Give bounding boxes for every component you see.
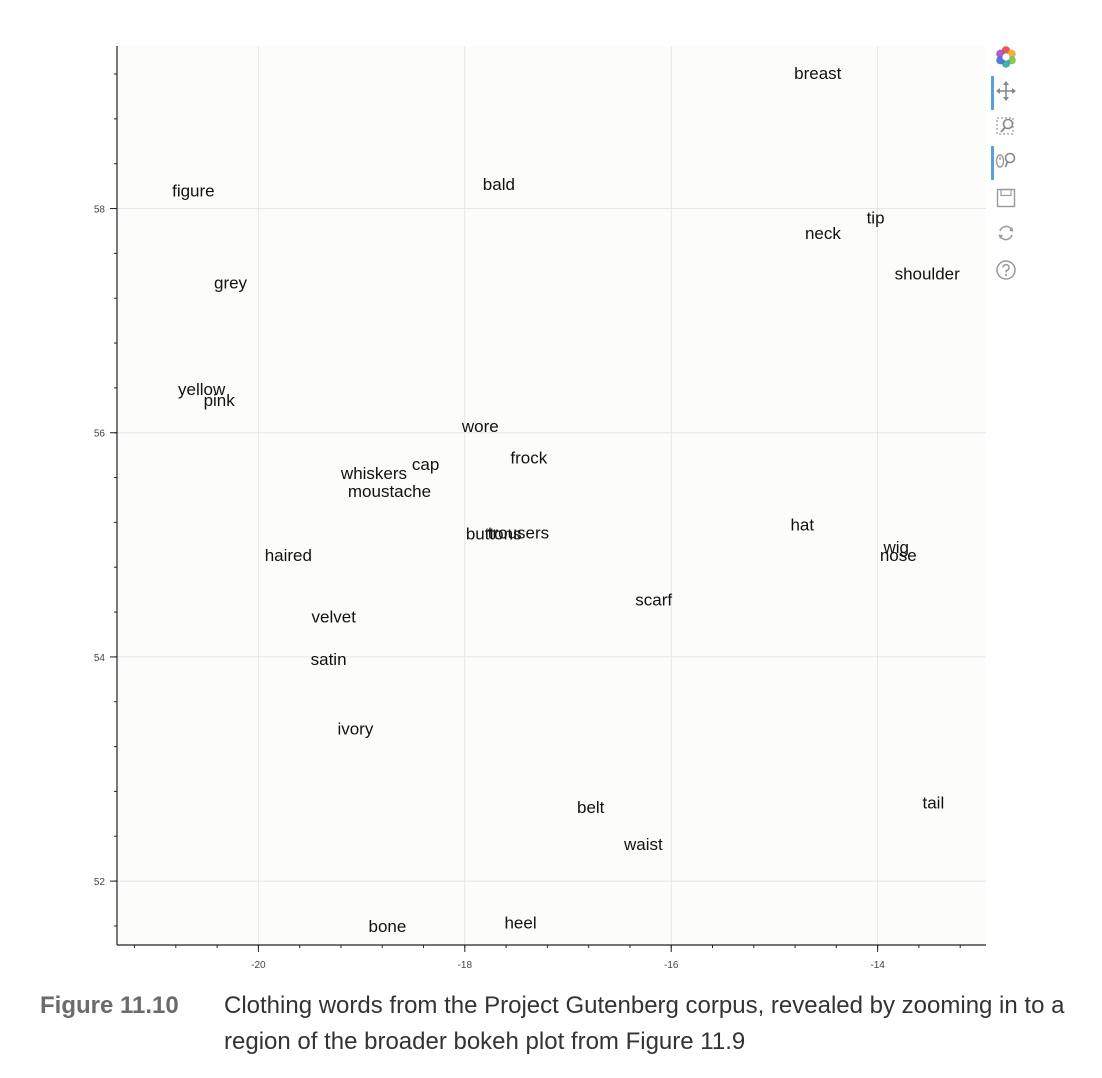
word-label-satin: satin xyxy=(311,650,347,669)
bokeh-toolbar xyxy=(986,40,1026,300)
x-tick-label: -16 xyxy=(664,960,679,971)
save-tool-button[interactable] xyxy=(990,183,1022,213)
x-tick-label: -18 xyxy=(458,960,473,971)
word-label-pink: pink xyxy=(204,391,236,410)
word-label-figure: figure xyxy=(172,182,215,201)
wheel-zoom-icon xyxy=(995,152,1016,168)
word-label-shoulder: shoulder xyxy=(895,265,961,284)
word-label-bone: bone xyxy=(368,917,406,936)
reset-tool-button[interactable] xyxy=(990,218,1022,248)
word-label-wig: wig xyxy=(882,538,909,557)
y-tick-label: 56 xyxy=(94,429,106,440)
figure-caption-text: Clothing words from the Project Gutenber… xyxy=(224,992,1065,1055)
word-label-velvet: velvet xyxy=(312,608,357,627)
wheel-zoom-tool-button[interactable] xyxy=(990,146,1022,180)
word-label-whiskers: whiskers xyxy=(340,464,407,483)
word-label-trousers: trousers xyxy=(488,523,549,542)
y-tick-label: 54 xyxy=(94,653,106,664)
word-label-breast: breast xyxy=(794,64,842,83)
word-label-cap: cap xyxy=(412,455,439,474)
y-tick-label: 58 xyxy=(94,205,106,216)
word-label-ivory: ivory xyxy=(337,720,373,739)
word-label-heel: heel xyxy=(504,914,536,933)
word-label-tip: tip xyxy=(867,209,885,228)
word-scatter-plot: -20 -18 -16 -14 52 54 56 58 breast figure bald tip… xyxy=(94,46,986,971)
x-tick-label: -20 xyxy=(251,960,266,971)
word-label-bald: bald xyxy=(483,175,515,194)
word-label-grey: grey xyxy=(214,274,248,293)
pan-tool-button[interactable] xyxy=(990,76,1022,110)
axes: -20 -18 -16 -14 52 54 56 58 xyxy=(94,46,986,971)
grid-lines xyxy=(117,46,986,945)
word-label-belt: belt xyxy=(577,798,605,817)
word-label-nose: nose xyxy=(880,546,917,565)
box-zoom-tool-button[interactable] xyxy=(990,111,1022,141)
word-label-scarf: scarf xyxy=(635,591,672,610)
word-label-neck: neck xyxy=(805,224,841,243)
word-label-yellow: yellow xyxy=(178,380,226,399)
word-labels: breast figure bald tip neck grey shoulder yello… xyxy=(172,64,960,936)
word-label-haired: haired xyxy=(265,546,312,565)
figure-number: Figure 11.10 xyxy=(40,992,179,1019)
word-label-waist: waist xyxy=(623,835,663,854)
word-label-moustache: moustache xyxy=(348,482,431,501)
word-label-tail: tail xyxy=(922,794,944,813)
word-label-hat: hat xyxy=(790,516,814,535)
pan-icon xyxy=(996,81,1016,101)
y-tick-label: 52 xyxy=(94,877,106,888)
word-label-frock: frock xyxy=(510,448,547,467)
bokeh-logo-icon xyxy=(996,46,1016,68)
plot-area xyxy=(117,46,986,945)
bokeh-logo-button[interactable] xyxy=(990,42,1022,72)
help-icon xyxy=(996,260,1016,280)
word-label-wore: wore xyxy=(461,417,499,436)
reset-icon xyxy=(998,225,1014,241)
box-zoom-icon xyxy=(996,117,1014,135)
word-label-buttons: buttons xyxy=(466,525,522,544)
x-tick-label: -14 xyxy=(870,960,885,971)
help-tool-button[interactable] xyxy=(990,255,1022,285)
save-icon xyxy=(996,188,1016,208)
